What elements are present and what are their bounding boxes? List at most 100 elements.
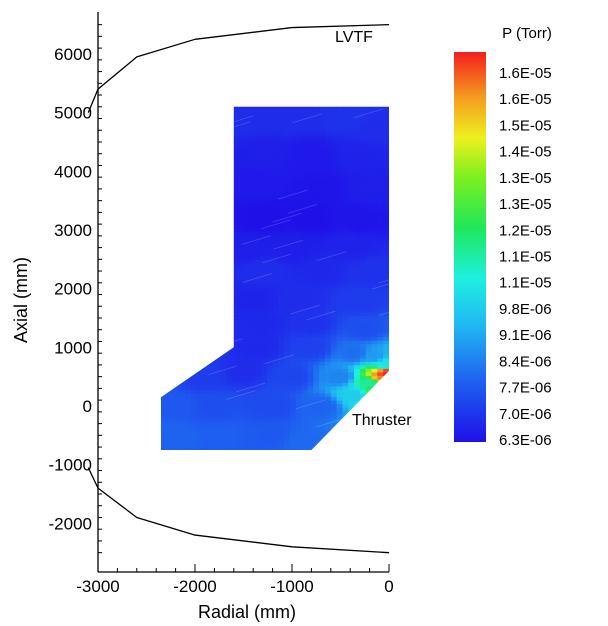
contour-cell xyxy=(185,136,191,140)
contour-cell xyxy=(238,270,244,274)
contour-cell xyxy=(313,330,319,334)
contour-cell xyxy=(366,252,372,256)
contour-cell xyxy=(296,449,302,453)
contour-cell xyxy=(342,414,348,418)
contour-cell xyxy=(348,383,354,387)
contour-cell xyxy=(255,178,261,182)
contour-cell xyxy=(244,175,250,179)
contour-cell xyxy=(377,207,383,211)
contour-cell xyxy=(366,432,372,436)
contour-cell xyxy=(360,280,366,284)
contour-cell xyxy=(249,316,255,320)
contour-cell xyxy=(383,379,389,383)
contour-cell xyxy=(244,351,250,355)
contour-cell xyxy=(191,358,197,362)
contour-cell xyxy=(185,115,191,119)
contour-cell xyxy=(168,104,174,108)
contour-cell xyxy=(255,302,261,306)
contour-cell xyxy=(267,309,273,313)
contour-cell xyxy=(261,143,267,147)
contour-cell xyxy=(354,309,360,313)
contour-cell xyxy=(337,277,343,281)
contour-cell xyxy=(220,182,226,186)
contour-cell xyxy=(354,277,360,281)
contour-cell xyxy=(337,316,343,320)
contour-cell xyxy=(313,280,319,284)
contour-cell xyxy=(249,189,255,193)
contour-cell xyxy=(249,122,255,126)
contour-cell xyxy=(238,446,244,450)
contour-cell xyxy=(337,238,343,242)
contour-cell xyxy=(302,379,308,383)
contour-cell xyxy=(156,263,162,267)
contour-cell xyxy=(162,185,168,189)
contour-cell xyxy=(203,439,209,443)
contour-cell xyxy=(308,319,314,323)
contour-cell xyxy=(220,178,226,182)
contour-cell xyxy=(179,309,185,313)
contour-cell xyxy=(313,101,319,105)
contour-cell xyxy=(162,196,168,200)
contour-cell xyxy=(197,143,203,147)
contour-cell xyxy=(162,154,168,158)
contour-cell xyxy=(214,164,220,168)
contour-cell xyxy=(302,298,308,302)
contour-cell xyxy=(302,150,308,154)
contour-cell xyxy=(226,287,232,291)
contour-cell xyxy=(209,277,215,281)
contour-cell xyxy=(377,150,383,154)
contour-cell xyxy=(162,245,168,249)
contour-cell xyxy=(331,312,337,316)
contour-cell xyxy=(360,266,366,270)
contour-cell xyxy=(383,354,389,358)
contour-cell xyxy=(214,428,220,432)
contour-cell xyxy=(249,284,255,288)
contour-cell xyxy=(214,375,220,379)
contour-cell xyxy=(273,280,279,284)
contour-cell xyxy=(313,354,319,358)
contour-cell xyxy=(278,319,284,323)
contour-cell xyxy=(261,439,267,443)
contour-cell xyxy=(168,235,174,239)
contour-cell xyxy=(156,199,162,203)
contour-cell xyxy=(220,231,226,235)
contour-cell xyxy=(238,161,244,165)
contour-cell xyxy=(360,277,366,281)
contour-cell xyxy=(226,115,232,119)
contour-cell xyxy=(354,375,360,379)
contour-cell xyxy=(337,333,343,337)
contour-cell xyxy=(238,421,244,425)
contour-cell xyxy=(366,242,372,246)
contour-cell xyxy=(319,263,325,267)
contour-cell xyxy=(185,161,191,165)
contour-cell xyxy=(313,140,319,144)
contour-cell xyxy=(168,207,174,211)
contour-cell xyxy=(296,390,302,394)
contour-cell xyxy=(209,238,215,242)
contour-cell xyxy=(383,432,389,436)
contour-cell xyxy=(302,449,308,453)
contour-cell xyxy=(377,309,383,313)
contour-cell xyxy=(197,136,203,140)
contour-cell xyxy=(185,133,191,137)
contour-cell xyxy=(209,245,215,249)
contour-cell xyxy=(220,150,226,154)
contour-cell xyxy=(296,411,302,415)
contour-cell xyxy=(354,256,360,260)
contour-cell xyxy=(162,337,168,341)
contour-cell xyxy=(244,305,250,309)
contour-cell xyxy=(290,425,296,429)
contour-cell xyxy=(214,228,220,232)
contour-cell xyxy=(168,390,174,394)
contour-cell xyxy=(284,277,290,281)
contour-cell xyxy=(168,196,174,200)
contour-cell xyxy=(156,143,162,147)
contour-cell xyxy=(354,347,360,351)
contour-cell xyxy=(185,284,191,288)
contour-cell xyxy=(197,207,203,211)
contour-cell xyxy=(185,309,191,313)
contour-cell xyxy=(354,168,360,172)
contour-cell xyxy=(284,168,290,172)
contour-cell xyxy=(168,133,174,137)
contour-cell xyxy=(319,126,325,130)
